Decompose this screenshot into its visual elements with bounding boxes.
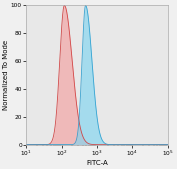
X-axis label: FITC-A: FITC-A [86,160,108,165]
Y-axis label: Normalized To Mode: Normalized To Mode [4,40,10,110]
